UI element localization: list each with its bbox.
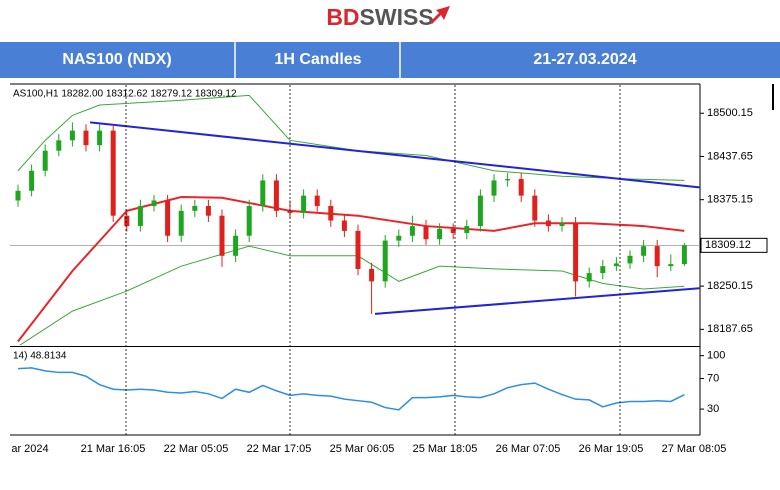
candle-body	[532, 195, 538, 221]
candle-body	[586, 273, 592, 282]
candle-body	[409, 226, 415, 236]
candle-body	[301, 195, 307, 213]
price-pane	[10, 94, 700, 345]
current-price-label: 18309.12	[705, 239, 751, 251]
candle-body	[437, 228, 443, 240]
candle-body	[654, 246, 660, 267]
x-tick-label: 27 Mar 08:05	[662, 443, 727, 455]
candle-body	[382, 240, 388, 282]
candle-body	[613, 263, 619, 267]
y-tick-label: 18250.15	[707, 280, 753, 292]
candle-body	[69, 130, 75, 141]
candle-body	[355, 230, 361, 269]
candle-body	[423, 226, 429, 240]
info-text: AS100,H1 18282.00 18312.62 18279.12 1830…	[13, 89, 237, 100]
rsi-line	[17, 367, 685, 411]
current-price-box	[700, 237, 768, 253]
candle-body	[641, 246, 647, 256]
overlay-line	[89, 121, 700, 189]
candle-body	[124, 215, 130, 227]
candle-body	[165, 200, 171, 236]
candle-body	[505, 179, 511, 181]
candle-body	[205, 206, 211, 216]
candle-body	[545, 220, 551, 227]
x-tick-label: 21 Mar 16:05	[81, 443, 146, 455]
rsi-tick-label: 70	[707, 372, 719, 384]
overlay-line	[19, 245, 685, 345]
y-tick-label: 18500.15	[707, 107, 753, 119]
logo-bd: BD	[326, 4, 359, 30]
x-tick-label: 22 Mar 05:05	[164, 443, 229, 455]
candle-body	[56, 140, 62, 151]
candle-body	[559, 223, 565, 227]
candle-body	[219, 215, 225, 256]
candle-body	[273, 180, 279, 211]
candle-body	[518, 179, 524, 196]
candle-body	[260, 180, 266, 207]
rsi-tick-label: 30	[707, 403, 719, 415]
x-tick-label: 25 Mar 06:05	[330, 443, 395, 455]
rsi-tick-label: 100	[707, 350, 725, 362]
candle-body	[369, 268, 375, 282]
candle-body	[477, 195, 483, 227]
candle-body	[287, 210, 293, 213]
candle-body	[29, 170, 35, 191]
overlay-line	[374, 287, 700, 315]
y-tick-label: 18187.65	[707, 323, 753, 335]
candle-body	[192, 206, 198, 211]
header-timeframe: 1H Candles	[274, 51, 361, 68]
header-bar	[0, 42, 780, 78]
rsi-pane	[17, 367, 685, 411]
x-tick-label: 25 Mar 18:05	[413, 443, 478, 455]
candle-body	[246, 206, 252, 236]
candle-body	[110, 130, 116, 216]
candle-body	[83, 130, 89, 146]
rsi-label: 14) 48.8134	[13, 351, 67, 362]
candle-body	[464, 226, 470, 233]
x-tick-label: 26 Mar 07:05	[496, 443, 561, 455]
candle-body	[328, 206, 334, 221]
candle-body	[233, 235, 239, 256]
candle-body	[178, 210, 184, 236]
axes: 18500.15 18437.65 18375.15 18250.15 18187.65…	[11, 85, 768, 455]
candle-body	[137, 206, 143, 227]
x-tick-label: 22 Mar 17:05	[247, 443, 312, 455]
candle-body	[314, 195, 320, 207]
candle-body	[97, 130, 103, 146]
candle-body	[600, 266, 606, 274]
x-tick-label: ar 2024	[11, 443, 48, 455]
logo-swiss: SWISS	[360, 4, 434, 30]
candle-body	[15, 190, 21, 201]
overlay-line	[17, 94, 685, 181]
logo-arrow	[430, 6, 450, 24]
candle-body	[396, 235, 402, 241]
candle-body	[573, 223, 579, 282]
logo: BDSWISS	[326, 4, 433, 30]
overlay-line	[17, 196, 685, 343]
x-tick-label: 26 Mar 19:05	[579, 443, 644, 455]
y-tick-label: 18375.15	[707, 194, 753, 206]
candle-body	[668, 264, 674, 267]
candle-body	[491, 180, 497, 196]
candle-body	[450, 228, 456, 233]
header-dates: 21-27.03.2024	[533, 51, 636, 68]
candle-body	[681, 245, 687, 265]
header-symbol: NAS100 (NDX)	[62, 51, 171, 68]
candle-body	[627, 255, 633, 264]
candle-body	[151, 200, 157, 207]
candle-body	[341, 220, 347, 231]
candle-body	[42, 150, 48, 171]
y-tick-label: 18437.65	[707, 150, 753, 162]
